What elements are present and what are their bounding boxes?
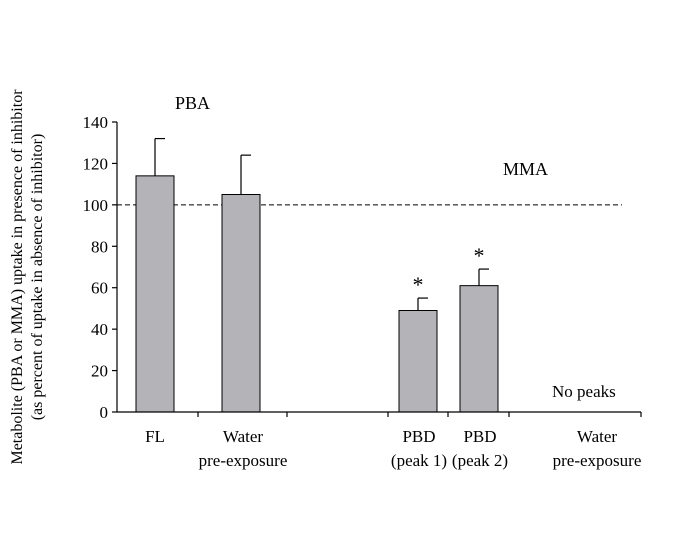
significance-marker: * [474,243,485,268]
error-bar [240,154,251,195]
y-tick-label: 120 [83,154,109,173]
y-axis-label-line-1: Metabolite (PBA or MMA) uptake in presen… [9,89,26,465]
y-axis-label-line-2: (as percent of uptake in absence of inhi… [29,134,46,421]
group-label: MMA [503,159,548,179]
labels: * * 0 20 40 60 80 100 120 140 FL Water pre-exposure P… [83,93,642,470]
x-category-label-line-1: FL [145,427,165,446]
x-category-label-line-1: Water [577,427,617,446]
y-tick-label: 140 [83,113,109,132]
bar [135,175,175,413]
y-tick-label: 100 [83,196,109,215]
x-category-label-line-1: PBD [402,427,435,446]
bar [221,194,261,413]
y-tick-label: 60 [91,279,108,298]
x-category-label-line-1: PBD [463,427,496,446]
y-tick-label: 40 [91,320,108,339]
y-tick-label: 20 [91,362,108,381]
x-category-label-line-2: (peak 1) [391,451,447,470]
bars [135,137,499,413]
error-bar [478,268,489,286]
y-tick-label: 0 [100,403,109,422]
y-tick-label: 80 [91,237,108,256]
no-peaks-annotation: No peaks [552,382,616,401]
x-category-label-line-2: pre-exposure [553,451,642,470]
x-category-label-line-1: Water [223,427,263,446]
group-label: PBA [175,93,210,113]
error-bar [417,297,428,311]
bar [459,285,499,413]
x-category-label-line-2: (peak 2) [452,451,508,470]
bar [398,310,438,413]
y-axis-label: Metabolite (PBA or MMA) uptake in presen… [9,89,46,465]
x-category-label-line-2: pre-exposure [199,451,288,470]
significance-marker: * [413,272,424,297]
error-bar [154,137,165,176]
axes [112,121,642,417]
